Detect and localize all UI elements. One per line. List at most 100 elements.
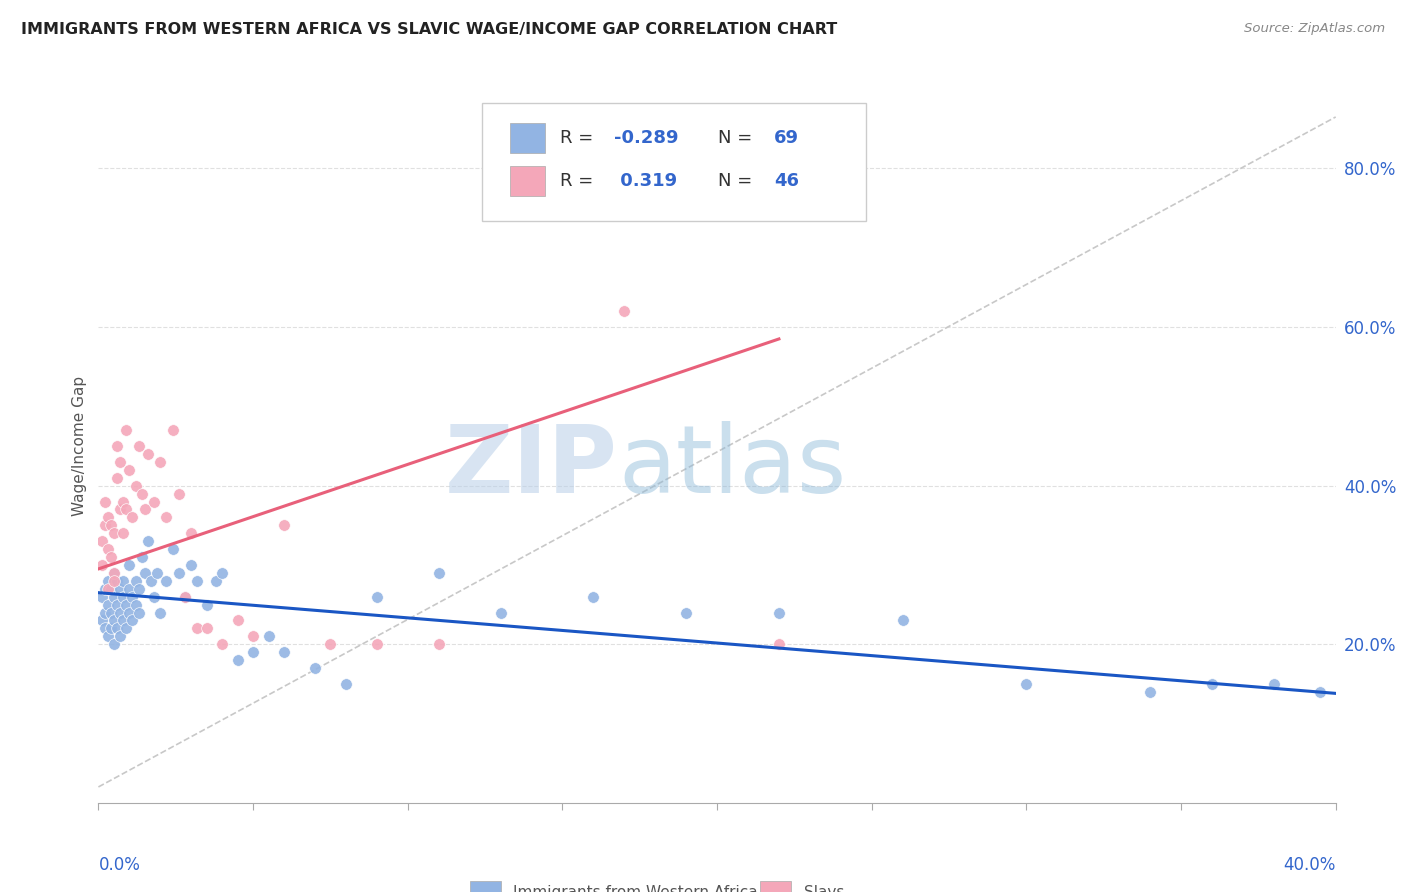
Point [582, 590, 605, 604]
Point [105, 621, 128, 635]
Point [103, 590, 125, 604]
Bar [761, 881, 792, 892]
Point [90, 558, 112, 572]
Text: 46: 46 [773, 172, 799, 190]
Point [1139, 685, 1161, 699]
Point [103, 566, 125, 580]
Point [103, 574, 125, 588]
Point [97, 574, 120, 588]
Text: -0.289: -0.289 [614, 129, 679, 147]
Point [112, 614, 135, 628]
Point [112, 590, 135, 604]
Point [335, 677, 357, 691]
Point [108, 455, 131, 469]
Point [273, 518, 295, 533]
Point [1015, 677, 1038, 691]
Point [768, 606, 790, 620]
Point [118, 558, 141, 572]
Point [124, 574, 146, 588]
Point [136, 447, 159, 461]
Point [226, 653, 249, 667]
Point [273, 645, 295, 659]
Point [195, 598, 218, 612]
Point [115, 502, 138, 516]
Point [100, 606, 122, 620]
Point [100, 582, 122, 596]
Point [891, 614, 914, 628]
Point [124, 478, 146, 492]
Point [93, 606, 115, 620]
Point [174, 590, 197, 604]
Point [242, 629, 264, 643]
Text: IMMIGRANTS FROM WESTERN AFRICA VS SLAVIC WAGE/INCOME GAP CORRELATION CHART: IMMIGRANTS FROM WESTERN AFRICA VS SLAVIC… [21, 22, 838, 37]
Point [97, 629, 120, 643]
Point [112, 574, 135, 588]
Point [134, 566, 156, 580]
Point [112, 494, 135, 508]
Point [93, 494, 115, 508]
Text: Immigrants from Western Africa: Immigrants from Western Africa [513, 885, 758, 892]
Point [1201, 677, 1223, 691]
Point [155, 510, 177, 524]
FancyBboxPatch shape [482, 103, 866, 221]
Point [1309, 685, 1331, 699]
Y-axis label: Wage/Income Gap: Wage/Income Gap [72, 376, 87, 516]
Point [319, 637, 342, 651]
Point [143, 494, 166, 508]
Point [103, 637, 125, 651]
Bar [510, 166, 546, 196]
Point [366, 590, 388, 604]
Point [93, 621, 115, 635]
Point [242, 645, 264, 659]
Text: N =: N = [718, 172, 758, 190]
Point [149, 606, 172, 620]
Point [366, 637, 388, 651]
Point [103, 614, 125, 628]
Point [97, 542, 120, 557]
Point [186, 574, 208, 588]
Point [105, 574, 128, 588]
Point [118, 463, 141, 477]
Point [121, 510, 143, 524]
Point [124, 598, 146, 612]
Point [128, 582, 150, 596]
Text: 69: 69 [773, 129, 799, 147]
Point [1263, 677, 1285, 691]
Point [103, 566, 125, 580]
Bar [510, 123, 546, 153]
Point [105, 598, 128, 612]
Point [205, 574, 228, 588]
Point [105, 439, 128, 453]
Point [103, 526, 125, 541]
Text: Slavs: Slavs [804, 885, 844, 892]
Point [155, 574, 177, 588]
Point [128, 439, 150, 453]
Point [105, 471, 128, 485]
Point [128, 606, 150, 620]
Point [108, 502, 131, 516]
Point [121, 614, 143, 628]
Point [108, 582, 131, 596]
Point [174, 590, 197, 604]
Point [211, 637, 233, 651]
Point [520, 193, 543, 207]
Point [93, 518, 115, 533]
Point [115, 621, 138, 635]
Point [146, 566, 169, 580]
Point [100, 621, 122, 635]
Point [143, 590, 166, 604]
Point [108, 606, 131, 620]
Point [304, 661, 326, 675]
Point [675, 606, 697, 620]
Text: atlas: atlas [619, 421, 846, 514]
Point [167, 566, 190, 580]
Point [613, 304, 636, 318]
Point [162, 542, 184, 557]
Bar [470, 881, 501, 892]
Point [162, 423, 184, 437]
Point [211, 566, 233, 580]
Text: 0.0%: 0.0% [98, 856, 141, 874]
Point [90, 590, 112, 604]
Point [186, 621, 208, 635]
Point [93, 582, 115, 596]
